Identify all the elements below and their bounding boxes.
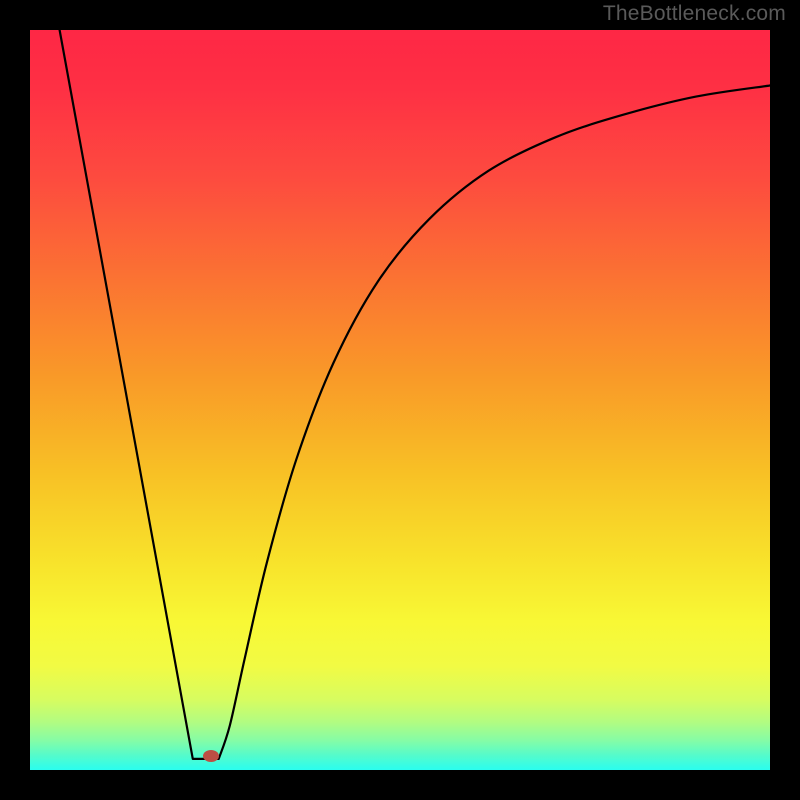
watermark-text: TheBottleneck.com <box>603 2 786 26</box>
bottleneck-curve <box>30 30 770 770</box>
chart-plot-area <box>30 30 770 770</box>
optimum-marker <box>203 750 219 762</box>
curve-path <box>60 30 770 759</box>
